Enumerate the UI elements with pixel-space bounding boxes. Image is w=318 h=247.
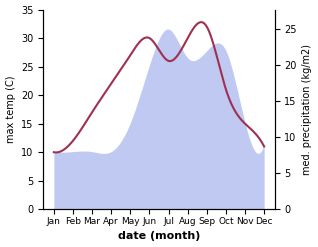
X-axis label: date (month): date (month) (118, 231, 200, 242)
Y-axis label: max temp (C): max temp (C) (5, 76, 16, 143)
Y-axis label: med. precipitation (kg/m2): med. precipitation (kg/m2) (302, 44, 313, 175)
